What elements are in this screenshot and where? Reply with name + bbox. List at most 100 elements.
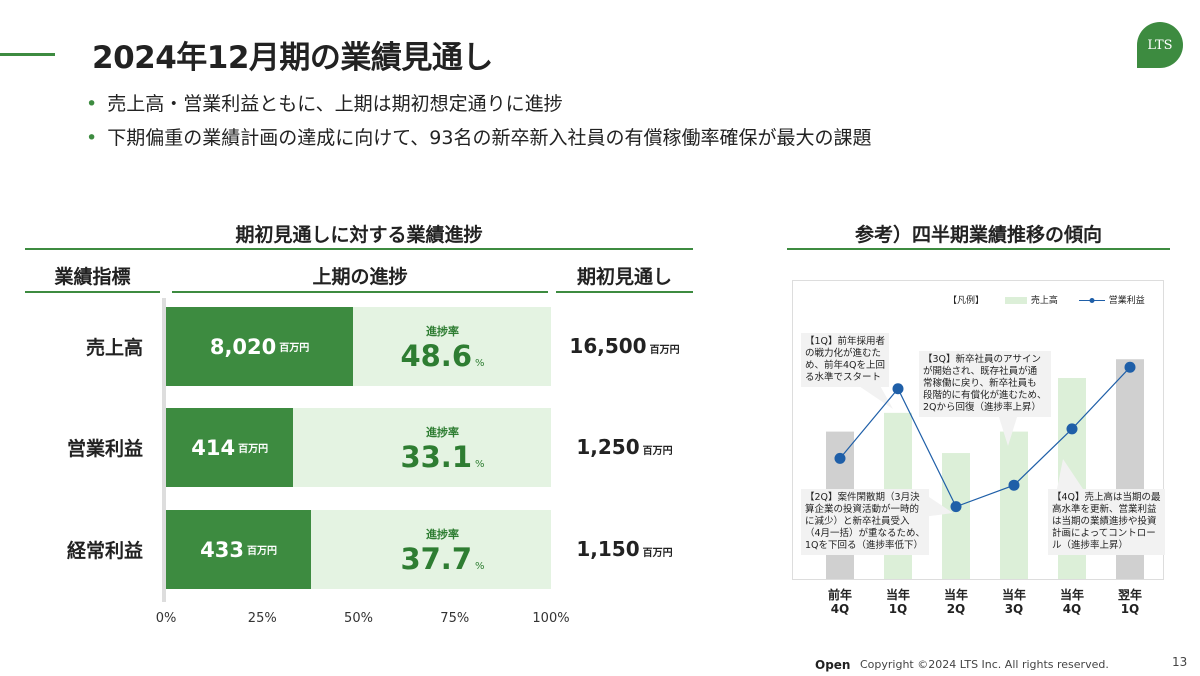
annotation-note: 【1Q】前年採用者 の戦力化が進むた め、前年4Qを上回 る水準でスタート <box>801 333 890 387</box>
quarter-label-line: 当年 <box>885 588 911 602</box>
target-value: 1,250 百万円 <box>556 435 693 459</box>
footer-classification: Open <box>815 658 851 672</box>
quarter-label: 当年 1Q <box>886 588 910 616</box>
legend-sales-label: 売上高 <box>1030 296 1058 306</box>
rate-label: 進捗率 <box>426 528 459 541</box>
annotation-line: 計画によってコントロー <box>1052 528 1156 539</box>
profit-point <box>1066 423 1078 435</box>
actual-value: 433 <box>200 537 244 562</box>
annotation-line: 【1Q】前年採用者 <box>805 336 886 347</box>
legend-header: 【凡例】 <box>948 296 985 306</box>
rate-label: 進捗率 <box>426 426 459 439</box>
trend-chart-box: 【凡例】 売上高 営業利益 【1Q】前年採用者 の戦力化が進むた め、前年4Qを上回… <box>792 280 1165 580</box>
annotation-line: （4月一括）が重なるため、 <box>805 528 926 539</box>
profit-point <box>892 383 904 395</box>
progress-axis <box>162 298 166 602</box>
quarter-label-line: 1Q <box>888 602 908 616</box>
annotation-line: 【2Q】案件閑散期（3月決 <box>805 492 920 503</box>
quarter-label-line: 2Q <box>946 602 966 616</box>
bullet-dot-icon: • <box>86 93 98 115</box>
note-pointer <box>998 414 1018 446</box>
quarter-label-line: 4Q <box>1062 602 1082 616</box>
annotation-line: る水準でスタート <box>805 372 882 383</box>
trend-section-title: 参考）四半期業績推移の傾向 <box>854 224 1102 246</box>
annotation-line: 常稼働に戻り、新卒社員も <box>923 378 1037 389</box>
target-unit: 百万円 <box>642 446 673 457</box>
quarter-label: 翌年 1Q <box>1118 588 1142 616</box>
annotation-line: 段階的に有償化が進むため、 <box>923 390 1047 401</box>
annotation-note: 【2Q】案件閑散期（3月決 算企業の投資活動が一時的 に減少）と新卒社員受入 （4月一… <box>801 489 930 555</box>
legend-profit-swatch <box>1078 297 1105 304</box>
annotation-line: 1Qを下回る（進捗率低下） <box>805 540 924 551</box>
rate-value: 37.7 <box>400 542 473 576</box>
annotation-line: が開始され、既存社員が通 <box>923 366 1038 377</box>
progress-rate: 進捗率 33.1% <box>385 424 500 474</box>
note-pointer <box>1057 459 1083 489</box>
annotation-line: 【4Q】売上高は当期の最 <box>1052 492 1161 503</box>
col-rule-progress <box>172 291 548 293</box>
profit-point <box>950 501 962 513</box>
profit-line <box>839 366 1131 508</box>
target-number: 1,250 <box>576 435 640 459</box>
row-label: 経常利益 <box>66 540 143 562</box>
rate-pct: % <box>475 358 485 369</box>
rate-pct: % <box>475 561 485 572</box>
quarter-label: 当年 3Q <box>1002 588 1026 616</box>
sales-bar <box>1000 431 1028 579</box>
quarter-label: 前年 4Q <box>828 588 852 616</box>
company-logo: LTS <box>1137 22 1183 68</box>
x-tick-label: 75% <box>440 611 470 626</box>
x-tick-label: 50% <box>344 611 373 626</box>
bullet-text: 下期偏重の業績計画の達成に向けて、93名の新卒新入社員の有償稼働率確保が最大の課… <box>107 127 872 149</box>
x-tick-label: 100% <box>532 611 570 626</box>
annotation-line: 高水準を更新、営業利益 <box>1052 504 1157 515</box>
annotation-line: の戦力化が進むた <box>805 348 882 359</box>
target-number: 1,150 <box>576 537 640 561</box>
quarter-label-line: 1Q <box>1120 602 1140 616</box>
progress-rate: 進捗率 48.6% <box>385 323 500 373</box>
target-unit: 百万円 <box>649 345 680 356</box>
quarter-label-line: 当年 <box>1059 588 1085 602</box>
legend-profit-label: 営業利益 <box>1108 296 1145 306</box>
rate-pct: % <box>475 459 485 470</box>
rate-label: 進捗率 <box>426 325 459 338</box>
actual-unit: 百万円 <box>279 343 310 354</box>
annotation-line: に減少）と新卒社員受入 <box>805 516 910 527</box>
sales-bar <box>942 453 970 579</box>
annotation-line: は当期の業績進捗や投資 <box>1052 516 1157 527</box>
target-number: 16,500 <box>569 334 647 358</box>
progress-section-rule <box>25 248 693 250</box>
bullet-text: 売上高・営業利益ともに、上期は期初想定通りに進捗 <box>107 93 563 115</box>
note-pointer <box>853 382 893 409</box>
annotation-note: 【3Q】新卒社員のアサイン が開始され、既存社員が通 常稼働に戻り、新卒社員も 段階的… <box>919 351 1051 417</box>
annotation-line: め、前年4Qを上回 <box>805 360 886 371</box>
quarter-label: 当年 4Q <box>1060 588 1084 616</box>
trend-legend: 【凡例】 売上高 営業利益 <box>948 293 1145 306</box>
col-head-progress: 上期の進捗 <box>312 266 408 288</box>
progress-section-title: 期初見通しに対する業績進捗 <box>235 224 483 246</box>
col-head-target: 期初見通し <box>576 266 672 288</box>
progress-rate: 進捗率 37.7% <box>385 526 500 576</box>
footer-copyright: Copyright ©2024 LTS Inc. All rights rese… <box>860 658 1109 671</box>
progress-bar-fill: 414 百万円 <box>166 408 294 487</box>
actual-value: 414 <box>191 435 236 460</box>
quarter-label-line: 前年 <box>827 588 853 602</box>
col-head-indicator: 業績指標 <box>54 266 131 288</box>
page-number: 13 <box>1172 655 1188 669</box>
bullet-dot-icon: • <box>86 127 98 149</box>
quarter-label-line: 翌年 <box>1117 588 1143 602</box>
annotation-line: 算企業の投資活動が一時的 <box>805 504 920 515</box>
quarter-label-line: 4Q <box>830 602 850 616</box>
quarter-label-line: 当年 <box>943 588 969 602</box>
progress-bar-fill: 8,020 百万円 <box>166 307 354 386</box>
annotation-line: 2Qから回復（進捗率上昇） <box>923 402 1042 413</box>
annotation-line: 【3Q】新卒社員のアサイン <box>923 354 1042 365</box>
page-title: 2024年12月期の業績見通し <box>92 40 493 76</box>
target-value: 16,500 百万円 <box>556 334 693 358</box>
annotation-note: 【4Q】売上高は当期の最 高水準を更新、営業利益 は当期の業績進捗や投資 計画によって… <box>1048 489 1165 555</box>
target-value: 1,150 百万円 <box>556 537 693 561</box>
actual-unit: 百万円 <box>246 546 277 557</box>
x-tick-label: 25% <box>247 611 277 626</box>
target-unit: 百万円 <box>642 548 673 559</box>
rate-value: 48.6 <box>400 339 473 373</box>
